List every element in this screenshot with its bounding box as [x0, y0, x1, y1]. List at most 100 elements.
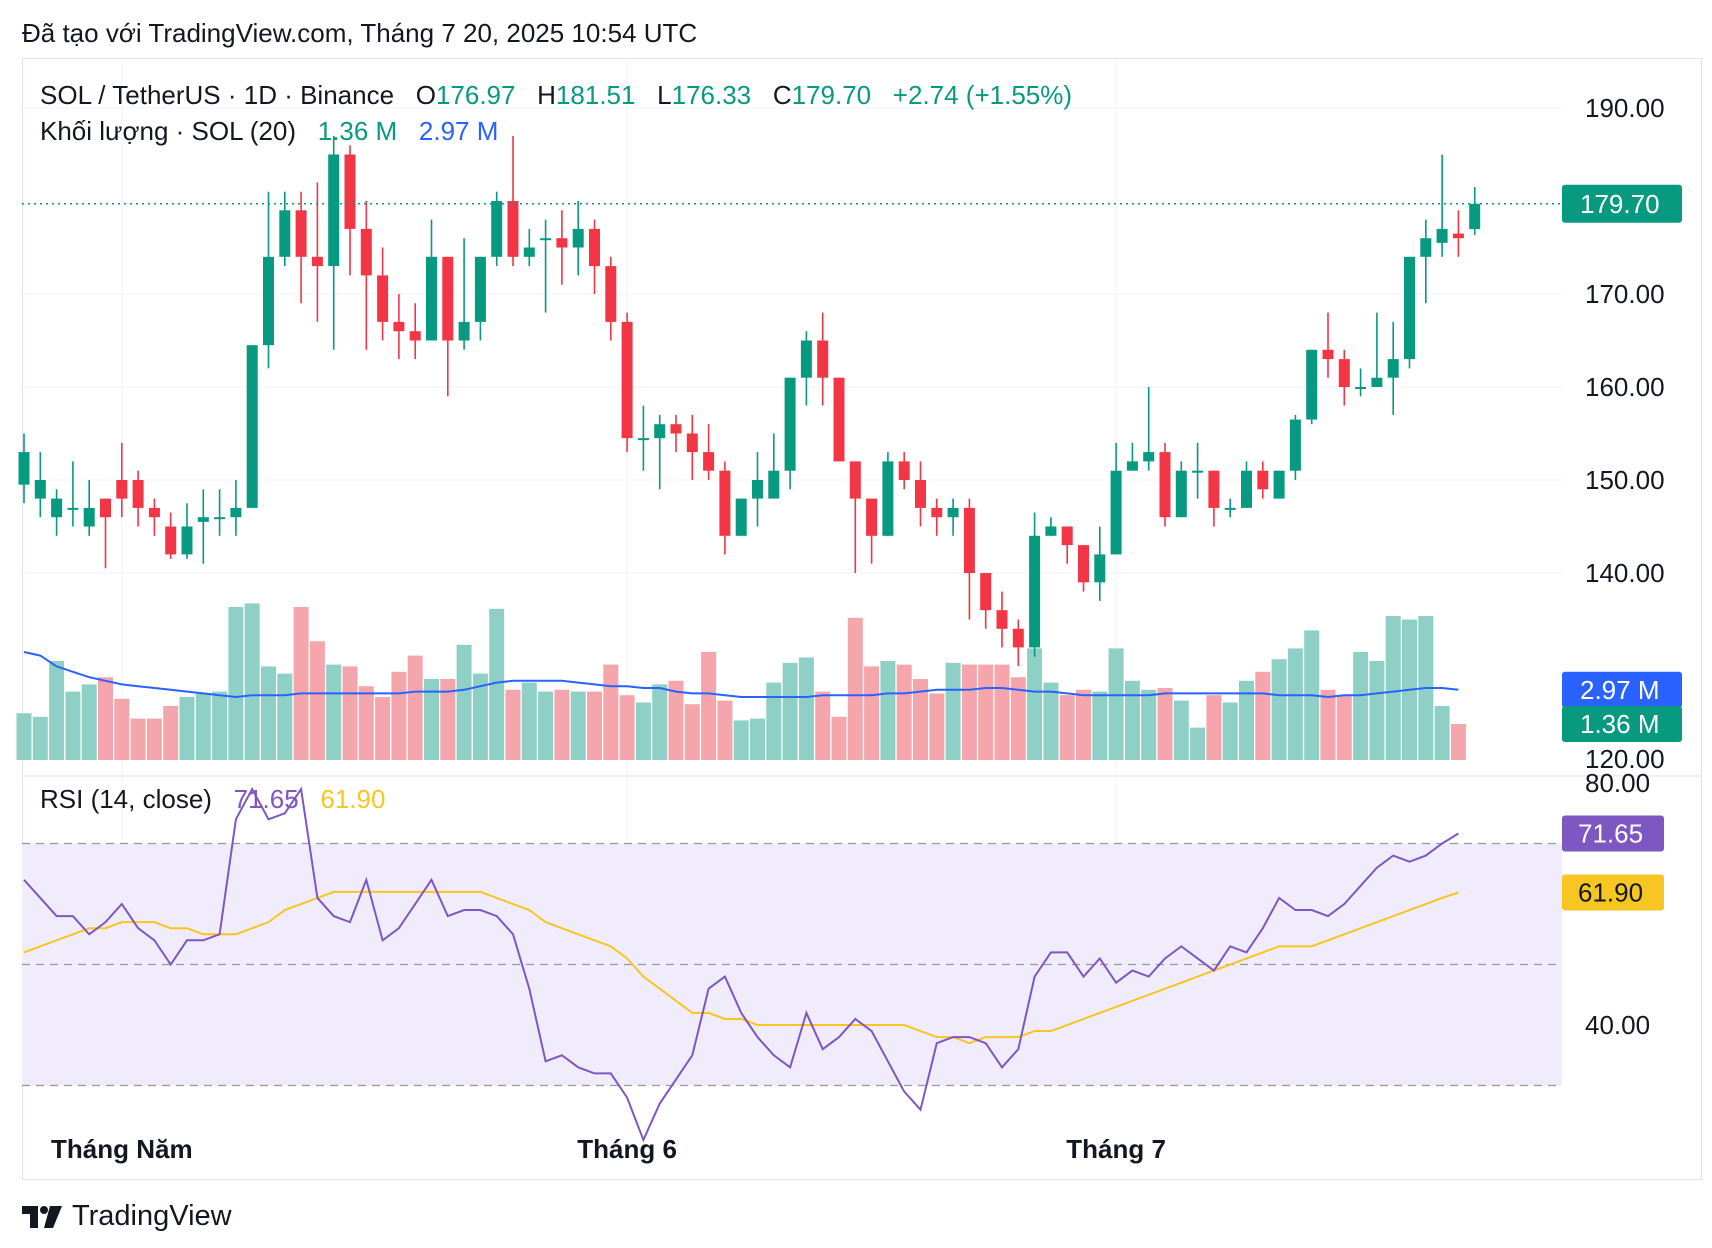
- candle-body: [328, 154, 340, 267]
- candle: [637, 405, 649, 471]
- candle-body: [1273, 470, 1285, 499]
- volume-bar: [896, 664, 912, 760]
- candle: [328, 135, 340, 350]
- candle-body: [540, 238, 552, 241]
- candle-body: [1371, 377, 1383, 387]
- candle-body: [51, 498, 63, 518]
- symbol-label[interactable]: SOL / TetherUS · 1D · Binance: [40, 80, 395, 110]
- volume-bar: [1043, 682, 1059, 760]
- candle-body: [915, 480, 926, 508]
- volume-bar: [1320, 689, 1336, 760]
- candle-body: [1387, 359, 1399, 378]
- volume-bar: [440, 679, 456, 760]
- volume-bar: [1173, 700, 1189, 760]
- candle-body: [1404, 256, 1415, 360]
- candle: [148, 498, 160, 536]
- main-legend[interactable]: SOL / TetherUS · 1D · Binance O176.97 H1…: [40, 80, 1072, 111]
- candle-body: [34, 480, 46, 499]
- candle: [1371, 312, 1383, 387]
- candle-body: [605, 266, 617, 322]
- candle-body: [311, 256, 323, 267]
- price-tick-label: 150.00: [1585, 465, 1665, 495]
- candle: [393, 294, 405, 360]
- volume-bar: [505, 689, 521, 760]
- tradingview-logo[interactable]: TradingView: [22, 1200, 232, 1233]
- candle: [1143, 387, 1155, 471]
- candle-body: [377, 275, 389, 322]
- candle: [523, 228, 535, 267]
- candle: [1387, 321, 1399, 415]
- candle: [1208, 470, 1220, 527]
- rsi-legend[interactable]: RSI (14, close) 71.65 61.90: [40, 784, 385, 815]
- rsi-tag-label: 71.65: [1578, 819, 1643, 849]
- volume-bar: [472, 673, 488, 760]
- candle: [686, 414, 698, 480]
- volume-bar: [163, 706, 179, 760]
- volume-bar: [880, 661, 896, 760]
- chart-frame[interactable]: [22, 58, 1702, 1180]
- price-tick-label: 140.00: [1585, 558, 1665, 588]
- volume-bar: [668, 680, 684, 760]
- candle-body: [963, 507, 975, 573]
- candle: [1241, 461, 1252, 508]
- candle: [458, 238, 470, 350]
- volume-bar: [424, 679, 439, 760]
- volume-label[interactable]: Khối lượng · SOL (20): [40, 116, 297, 146]
- candle: [311, 182, 323, 322]
- candle-body: [784, 377, 796, 471]
- candle: [589, 219, 600, 294]
- rsi-tick-label: 40.00: [1585, 1010, 1650, 1040]
- candle-body: [148, 507, 160, 518]
- candle-body: [898, 461, 910, 480]
- volume-bar: [521, 682, 537, 760]
- candle: [963, 498, 975, 620]
- volume-bar: [1369, 661, 1385, 760]
- volume-legend[interactable]: Khối lượng · SOL (20) 1.36 M 2.97 M: [40, 116, 498, 147]
- candle-body: [670, 424, 682, 434]
- candle-body: [1208, 470, 1220, 508]
- candle: [1420, 219, 1432, 304]
- candle-body: [1420, 238, 1432, 257]
- candle-body: [996, 610, 1008, 629]
- volume-bar: [309, 641, 325, 760]
- volume-bar: [16, 713, 32, 760]
- candle-body: [817, 340, 829, 378]
- volume-bar: [798, 657, 814, 760]
- tradingview-wordmark: TradingView: [72, 1200, 232, 1232]
- volume-bar: [733, 720, 749, 760]
- volume-bar: [277, 673, 293, 760]
- candle-body: [263, 256, 274, 346]
- candle: [1404, 256, 1415, 369]
- candle: [1436, 154, 1448, 257]
- candle: [132, 470, 144, 527]
- volume-bar: [1385, 616, 1401, 760]
- volume-bar: [717, 700, 733, 760]
- candle-body: [197, 517, 209, 522]
- candle: [1306, 349, 1318, 425]
- volume-bar: [782, 662, 798, 760]
- volume-bar: [587, 691, 602, 760]
- candle: [67, 461, 79, 527]
- rsi-tag: [1562, 815, 1664, 852]
- candle-body: [654, 424, 666, 439]
- candle-body: [1241, 470, 1252, 508]
- volume-bar: [1271, 659, 1287, 760]
- volume-bar: [815, 691, 831, 760]
- volume-bar: [603, 664, 619, 760]
- volume-bar: [652, 684, 668, 760]
- rsi-label[interactable]: RSI (14, close): [40, 784, 212, 814]
- volume-bar: [1108, 648, 1124, 760]
- candle-body: [18, 452, 30, 485]
- volume-tag: [1562, 706, 1682, 742]
- volume-bar: [342, 666, 358, 760]
- candle: [1078, 545, 1089, 592]
- tradingview-logo-icon: [22, 1205, 62, 1228]
- volume-bar: [1076, 689, 1091, 760]
- volume-bar: [456, 644, 472, 760]
- volume-bar: [1157, 688, 1173, 760]
- candle: [116, 442, 128, 518]
- volume-bar: [32, 716, 48, 760]
- candle-body: [931, 507, 943, 518]
- candle: [1192, 442, 1204, 499]
